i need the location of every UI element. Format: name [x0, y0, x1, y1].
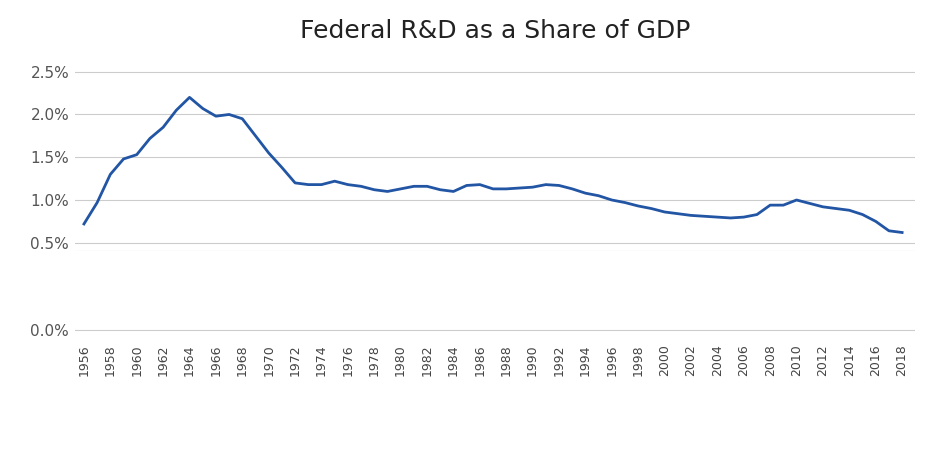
Title: Federal R&D as a Share of GDP: Federal R&D as a Share of GDP: [300, 19, 690, 43]
